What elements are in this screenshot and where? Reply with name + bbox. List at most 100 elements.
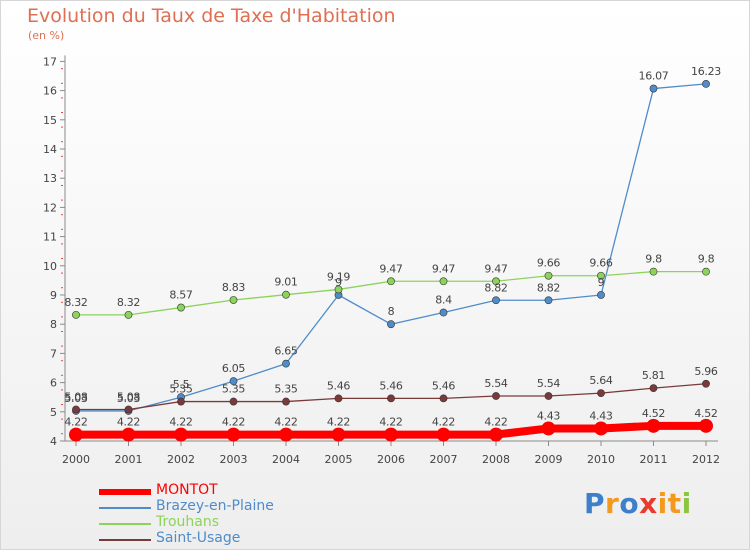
point-1-6: [387, 320, 395, 329]
legend-label-brazey: Brazey-en-Plaine: [156, 498, 274, 514]
x-tick-label: 2008: [482, 453, 510, 466]
data-label-2-11: 9.8: [645, 253, 662, 266]
point-2-12: [702, 267, 710, 276]
data-label-2-12: 9.8: [698, 253, 715, 266]
data-label-0-11: 4.52: [642, 407, 665, 420]
data-label-0-9: 4.43: [537, 409, 561, 422]
y-tick-label: 6: [50, 377, 57, 390]
point-1-12: [702, 79, 710, 88]
legend-label-trouhans: Trouhans: [156, 514, 219, 530]
data-label-0-10: 4.43: [589, 409, 613, 422]
point-0-0: [69, 427, 83, 442]
x-tick-label: 2012: [692, 453, 720, 466]
data-label-0-2: 4.22: [169, 416, 192, 429]
x-tick-label: 2001: [115, 453, 143, 466]
data-label-1-10: 9: [598, 276, 605, 289]
x-tick-label: 2002: [167, 453, 195, 466]
y-tick-label: 14: [43, 143, 57, 156]
data-label-3-7: 5.46: [432, 379, 456, 392]
point-0-8: [489, 427, 503, 442]
data-label-1-3: 6.05: [222, 362, 246, 375]
legend-swatch-saint-usage: [99, 539, 151, 541]
data-label-2-8: 9.47: [484, 262, 508, 275]
data-label-3-10: 5.64: [589, 374, 613, 387]
point-1-4: [282, 359, 290, 368]
data-label-3-9: 5.54: [537, 377, 561, 390]
point-0-12: [699, 418, 713, 433]
chart-title: Evolution du Taux de Taxe d'Habitation: [27, 5, 396, 27]
x-tick-label: 2007: [430, 453, 458, 466]
legend-item-brazey: Brazey-en-Plaine: [99, 498, 359, 515]
legend-swatch-trouhans: [99, 523, 151, 525]
point-3-3: [229, 397, 238, 406]
data-label-0-1: 4.22: [117, 416, 140, 429]
legend-item-montot: MONTOT: [99, 482, 359, 499]
data-label-0-12: 4.52: [694, 407, 717, 420]
y-tick-label: 16: [43, 85, 57, 98]
logo-letter: r: [605, 487, 620, 520]
x-tick-label: 2003: [220, 453, 248, 466]
data-label-1-0: 5.03: [64, 392, 88, 405]
legend-item-trouhans: Trouhans: [99, 514, 359, 531]
logo-letter: P: [584, 487, 606, 520]
data-label-2-1: 8.32: [117, 296, 140, 309]
point-3-9: [544, 392, 553, 400]
line-chart: 4 5 6 7 8 9 10 11 12 13 14 15 16 17 2000 2001 2002 2003 20…: [43, 55, 722, 466]
point-3-8: [492, 392, 500, 400]
point-3-0: [72, 405, 80, 414]
point-3-6: [387, 394, 395, 403]
point-2-9: [544, 271, 553, 280]
point-3-7: [439, 394, 448, 403]
point-3-1: [124, 405, 133, 414]
point-3-10: [597, 389, 605, 398]
point-2-7: [439, 277, 448, 286]
proxiti-logo: Proxiti: [584, 487, 692, 520]
point-1-8: [492, 296, 500, 305]
point-1-3: [229, 377, 238, 386]
x-tick-label: 2004: [272, 453, 300, 466]
data-label-3-6: 5.46: [379, 379, 403, 392]
data-label-3-4: 5.35: [274, 383, 298, 396]
data-label-2-6: 9.47: [379, 262, 403, 275]
data-labels: 5.03 5.03 5.5 6.05 6.65 9 8 8.4 8.82 8.82 9 16.07 16…: [64, 65, 721, 429]
point-3-4: [282, 397, 290, 406]
point-2-2: [177, 303, 185, 312]
point-0-9: [541, 421, 556, 436]
data-label-1-11: 16.07: [639, 70, 669, 83]
y-tick-label: 5: [50, 406, 57, 419]
x-tick-label: 2010: [587, 453, 615, 466]
logo-letter: o: [619, 487, 640, 520]
x-tick-label: 2005: [325, 453, 353, 466]
data-label-2-10: 9.66: [589, 257, 613, 270]
data-label-2-0: 8.32: [64, 296, 87, 309]
data-label-1-12: 16.23: [691, 65, 721, 78]
data-label-2-4: 9.01: [274, 276, 297, 289]
data-label-3-3: 5.35: [222, 383, 246, 396]
y-tick-label: 8: [50, 318, 57, 331]
y-tick-label: 12: [43, 201, 57, 214]
data-label-1-1: 5.03: [117, 392, 141, 405]
data-label-0-6: 4.22: [379, 416, 402, 429]
data-label-1-2: 5.5: [173, 378, 190, 391]
x-tick-label: 2006: [377, 453, 405, 466]
legend-swatch-montot: [99, 489, 151, 495]
data-label-3-1: 5.08: [117, 390, 141, 403]
data-label-0-7: 4.22: [432, 416, 455, 429]
legend-item-saint-usage: Saint-Usage: [99, 530, 359, 547]
logo-letter: t: [667, 487, 682, 520]
legend-label-saint-usage: Saint-Usage: [156, 530, 241, 546]
point-0-1: [121, 427, 136, 442]
chart-axes: 4 5 6 7 8 9 10 11 12 13 14 15 16 17 2000 2001 2002 2003 20…: [43, 55, 720, 466]
point-0-7: [436, 427, 451, 442]
point-2-8: [492, 277, 500, 286]
point-0-2: [174, 427, 188, 442]
point-3-11: [649, 384, 658, 393]
series-lines: [69, 79, 713, 442]
point-2-11: [649, 267, 658, 276]
data-label-2-7: 9.47: [432, 262, 456, 275]
point-3-2: [177, 397, 185, 406]
data-label-0-5: 4.22: [327, 416, 350, 429]
legend-label-montot: MONTOT: [156, 482, 218, 498]
data-label-2-5: 9.19: [327, 270, 351, 283]
